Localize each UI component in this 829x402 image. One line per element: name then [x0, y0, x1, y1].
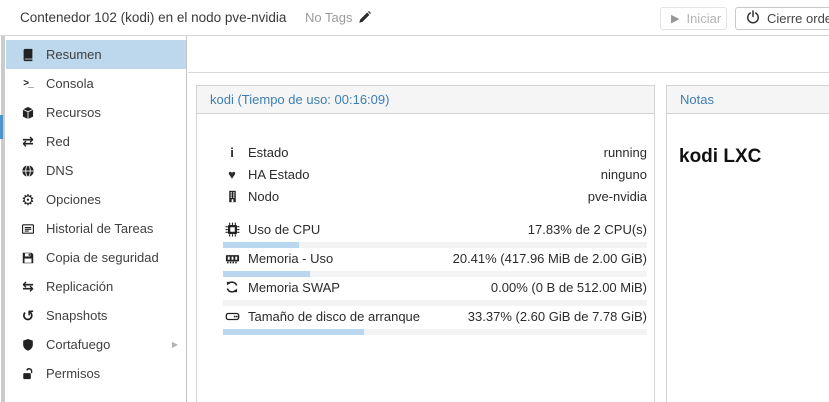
- status-row-ha: ♥ HA Estado ninguno: [223, 163, 647, 185]
- play-icon: ▶: [671, 13, 680, 25]
- sidebar-item-label: Historial de Tareas: [46, 221, 154, 236]
- tree-selection-sliver: [0, 115, 3, 139]
- disk-progress-fill: [223, 329, 365, 335]
- sidebar: Resumen >_ Consola Recursos ⇄ Red DNS ⚙ …: [6, 36, 187, 402]
- content-divider: [188, 72, 829, 73]
- row-label: HA Estado: [248, 166, 310, 182]
- sidebar-item-permisos[interactable]: Permisos: [6, 359, 186, 388]
- row-label: Nodo: [248, 188, 280, 204]
- sidebar-item-label: Recursos: [46, 105, 101, 120]
- row-value: 33.37% (2.60 GiB de 7.78 GiB): [467, 308, 647, 324]
- sidebar-item-label: Cortafuego: [46, 337, 111, 352]
- sidebar-item-consola[interactable]: >_ Consola: [6, 69, 186, 98]
- row-label: Estado: [248, 144, 289, 160]
- disk-icon: [223, 309, 241, 324]
- row-label: Uso de CPU: [248, 221, 321, 237]
- row-value: running: [603, 144, 647, 160]
- usage-row-memory: Memoria - Uso 20.41% (417.96 MiB de 2.00…: [223, 249, 647, 278]
- row-value: 0.00% (0 B de 512.00 MiB): [490, 279, 647, 295]
- cube-icon: [19, 106, 37, 120]
- shield-icon: [19, 338, 37, 352]
- memory-icon: [223, 251, 241, 266]
- sidebar-item-replicacion[interactable]: ⇆ Replicación: [6, 272, 186, 301]
- sidebar-item-label: DNS: [46, 163, 74, 178]
- memory-progress-fill: [223, 271, 310, 277]
- row-label: Memoria SWAP: [248, 279, 340, 295]
- status-panel-title: kodi (Tiempo de uso: 00:16:09): [197, 86, 654, 114]
- sidebar-item-copia-seguridad[interactable]: Copia de seguridad: [6, 243, 186, 272]
- replication-icon: ⇆: [22, 278, 34, 294]
- tags-editor[interactable]: No Tags: [305, 0, 372, 35]
- top-bar: Contenedor 102 (kodi) en el nodo pve-nvi…: [0, 0, 829, 36]
- sidebar-item-label: Replicación: [46, 279, 114, 294]
- sidebar-item-label: Resumen: [46, 47, 102, 62]
- shutdown-button-label: Cierre ordenado: [767, 11, 829, 26]
- page-title: Contenedor 102 (kodi) en el nodo pve-nvi…: [20, 10, 287, 25]
- chevron-right-icon: ▶: [171, 340, 178, 349]
- network-icon: ⇄: [22, 133, 34, 149]
- cpu-progress-track: [223, 242, 647, 248]
- sidebar-item-historial[interactable]: Historial de Tareas: [6, 214, 186, 243]
- sidebar-item-red[interactable]: ⇄ Red: [6, 127, 186, 156]
- cpu-progress-fill: [223, 242, 299, 248]
- power-icon: [746, 10, 760, 27]
- status-row-nodo: Nodo pve-nvidia: [223, 185, 647, 207]
- book-icon: [19, 48, 37, 62]
- sidebar-item-opciones[interactable]: ⚙ Opciones: [6, 185, 186, 214]
- tags-label: No Tags: [305, 10, 353, 25]
- usage-row-swap: Memoria SWAP 0.00% (0 B de 512.00 MiB): [223, 278, 647, 307]
- sidebar-item-label: Opciones: [46, 192, 101, 207]
- row-value: 17.83% de 2 CPU(s): [527, 221, 647, 237]
- heartbeat-icon: ♥: [228, 166, 236, 182]
- terminal-icon: >_: [23, 78, 33, 89]
- usage-row-cpu: Uso de CPU 17.83% de 2 CPU(s): [223, 220, 647, 249]
- sidebar-item-label: Red: [46, 134, 70, 149]
- floppy-icon: [19, 251, 37, 265]
- tree-panel-edge: [1, 36, 5, 402]
- section-spacer: [223, 207, 647, 220]
- gear-icon: ⚙: [21, 191, 35, 209]
- notes-panel-title: Notas: [667, 86, 829, 114]
- cpu-icon: [223, 222, 241, 237]
- notes-content: kodi LXC: [679, 146, 762, 167]
- status-row-estado: i Estado running: [223, 141, 647, 163]
- sidebar-item-dns[interactable]: DNS: [6, 156, 186, 185]
- shutdown-button[interactable]: Cierre ordenado: [735, 7, 829, 30]
- usage-row-disk: Tamaño de disco de arranque 33.37% (2.60…: [223, 307, 647, 336]
- pencil-icon: [358, 11, 372, 24]
- status-panel: kodi (Tiempo de uso: 00:16:09) i Estado …: [196, 85, 655, 402]
- row-value: pve-nvidia: [587, 188, 647, 204]
- row-value: ninguno: [600, 166, 647, 182]
- sidebar-item-label: Snapshots: [46, 308, 108, 323]
- start-button[interactable]: ▶ Iniciar: [660, 7, 727, 30]
- building-icon: [223, 190, 241, 203]
- start-button-label: Iniciar: [686, 11, 722, 26]
- sidebar-item-snapshots[interactable]: ↺ Snapshots: [6, 301, 186, 330]
- history-icon: ↺: [21, 307, 35, 325]
- disk-progress-track: [223, 329, 647, 335]
- sidebar-item-resumen[interactable]: Resumen: [6, 40, 186, 69]
- task-list-icon: [19, 222, 37, 236]
- row-label: Memoria - Uso: [248, 250, 334, 266]
- row-label: Tamaño de disco de arranque: [248, 308, 421, 324]
- notes-panel-body[interactable]: kodi LXC: [667, 114, 829, 168]
- memory-progress-track: [223, 271, 647, 277]
- sidebar-item-cortafuego[interactable]: Cortafuego ▶: [6, 330, 186, 359]
- unlock-icon: [19, 367, 37, 381]
- swap-icon: [223, 280, 241, 294]
- notes-panel: Notas kodi LXC: [666, 85, 829, 402]
- row-value: 20.41% (417.96 MiB de 2.00 GiB): [452, 250, 647, 266]
- swap-progress-track: [223, 300, 647, 306]
- status-panel-body: i Estado running ♥ HA Estado ninguno Nod…: [197, 114, 654, 336]
- sidebar-item-label: Consola: [46, 76, 94, 91]
- info-icon: i: [230, 144, 234, 160]
- sidebar-item-recursos[interactable]: Recursos: [6, 98, 186, 127]
- sidebar-item-label: Copia de seguridad: [46, 250, 159, 265]
- sidebar-item-label: Permisos: [46, 366, 101, 381]
- globe-icon: [19, 164, 37, 178]
